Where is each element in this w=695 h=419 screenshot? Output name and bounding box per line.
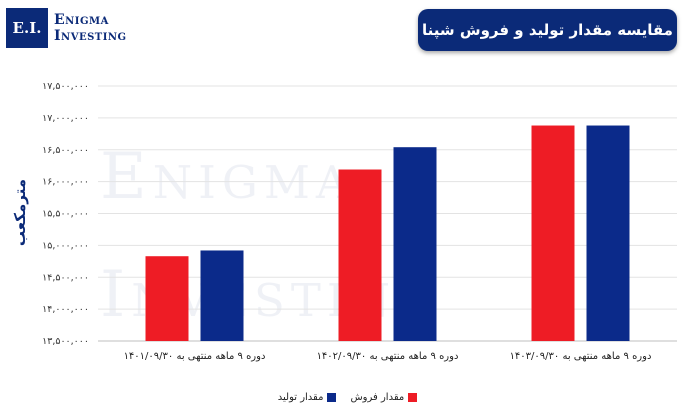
y-tick-label: ۱۴,۵۰۰,۰۰۰ xyxy=(42,272,89,283)
y-tick-label: ۱۶,۵۰۰,۰۰۰ xyxy=(42,145,89,156)
y-tick-label: ۱۵,۵۰۰,۰۰۰ xyxy=(42,209,89,220)
x-tick-label: دوره ۹ ماهه منتهی به ۱۴۰۳/۰۹/۳۰ xyxy=(510,351,652,362)
legend-item-sales: مقدار فروش xyxy=(350,392,418,403)
y-tick-label: ۱۴,۰۰۰,۰۰۰ xyxy=(42,304,89,315)
legend-label: مقدار فروش xyxy=(350,392,405,403)
legend-item-production: مقدار تولید xyxy=(278,392,337,403)
y-tick-label: ۱۵,۰۰۰,۰۰۰ xyxy=(42,240,89,251)
x-tick-label: دوره ۹ ماهه منتهی به ۱۴۰۲/۰۹/۳۰ xyxy=(317,351,459,362)
bar-sales xyxy=(338,169,382,341)
y-tick-label: ۱۷,۰۰۰,۰۰۰ xyxy=(42,113,89,124)
logo-line-2: Investing xyxy=(54,28,127,44)
y-tick-label: ۱۶,۰۰۰,۰۰۰ xyxy=(42,177,89,188)
gridlines xyxy=(98,85,677,342)
bars xyxy=(145,125,630,342)
legend-swatch xyxy=(408,393,418,402)
bar-production xyxy=(393,147,437,341)
bar-sales xyxy=(145,256,189,341)
x-tick-label: دوره ۹ ماهه منتهی به ۱۴۰۱/۰۹/۳۰ xyxy=(124,351,266,362)
bar-production xyxy=(200,250,244,341)
y-tick-label: ۱۷,۵۰۰,۰۰۰ xyxy=(42,81,89,92)
legend: مقدار فروش مقدار تولید xyxy=(0,392,695,403)
y-tick-labels: ۱۳,۵۰۰,۰۰۰ ۱۴,۰۰۰,۰۰۰ ۱۴,۵۰۰,۰۰۰ ۱۵,۰۰۰,۰۰۰… xyxy=(42,81,89,347)
logo-line-1: Enigma xyxy=(54,12,109,28)
legend-swatch xyxy=(327,393,337,402)
logo-text: Enigma Investing xyxy=(54,12,127,44)
chart-title: مقایسه مقدار تولید و فروش شپنا xyxy=(418,9,677,51)
logo-mark: E.I. xyxy=(6,8,48,48)
x-tick-labels: دوره ۹ ماهه منتهی به ۱۴۰۱/۰۹/۳۰ دوره ۹ ما… xyxy=(124,351,652,362)
bar-production xyxy=(586,125,630,342)
legend-label: مقدار تولید xyxy=(277,392,324,403)
y-tick-label: ۱۳,۵۰۰,۰۰۰ xyxy=(42,336,89,347)
logo: E.I. Enigma Investing xyxy=(6,8,127,48)
bar-sales xyxy=(531,125,575,342)
